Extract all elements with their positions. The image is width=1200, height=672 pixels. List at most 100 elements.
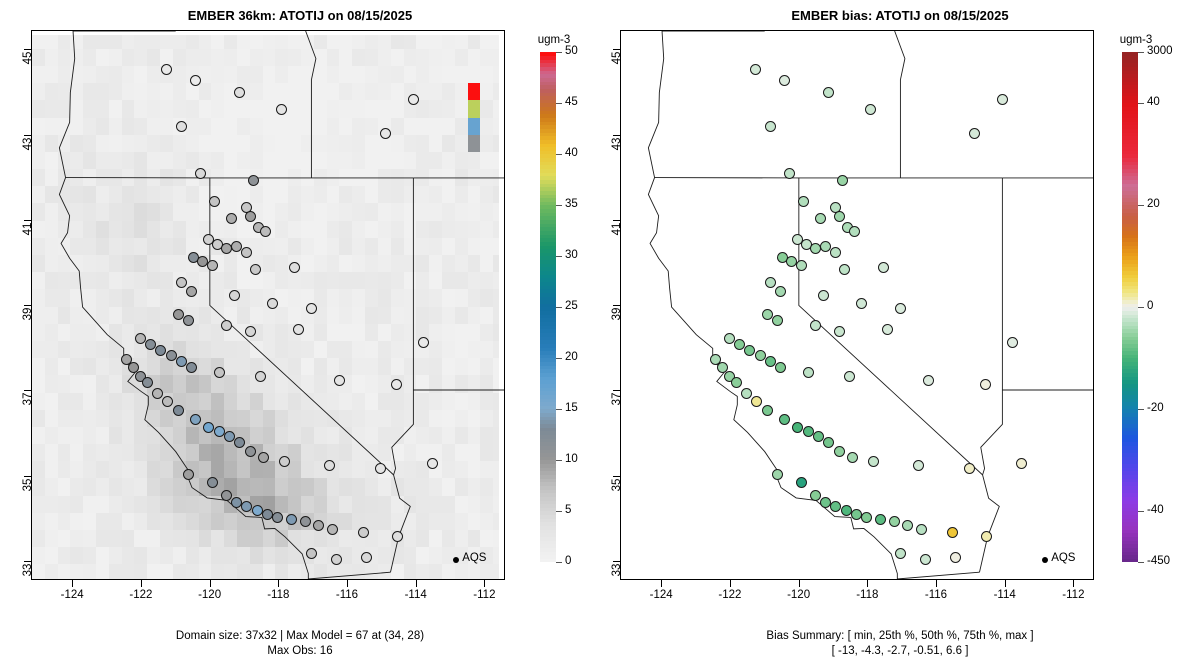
bias-point[interactable]	[1007, 336, 1019, 348]
bias-point[interactable]	[778, 413, 790, 425]
observation-point[interactable]	[203, 422, 215, 433]
bias-point[interactable]	[895, 547, 907, 559]
bias-point[interactable]	[864, 104, 876, 116]
bias-point[interactable]	[837, 174, 848, 186]
bias-point[interactable]	[823, 436, 835, 448]
bias-point[interactable]	[833, 326, 845, 338]
bias-point[interactable]	[843, 370, 855, 382]
bias-point[interactable]	[823, 87, 835, 99]
observation-point[interactable]	[141, 377, 153, 389]
observation-point[interactable]	[285, 513, 297, 525]
bias-point[interactable]	[795, 260, 807, 271]
bias-point[interactable]	[950, 552, 962, 564]
observation-point[interactable]	[208, 196, 220, 207]
bias-point[interactable]	[916, 524, 927, 536]
observation-point[interactable]	[254, 370, 266, 382]
bias-point[interactable]	[785, 255, 797, 267]
observation-point[interactable]	[220, 319, 232, 331]
bias-point[interactable]	[771, 468, 783, 480]
observation-point[interactable]	[234, 436, 246, 448]
observation-point[interactable]	[194, 168, 206, 180]
observation-point[interactable]	[292, 323, 304, 335]
observation-point[interactable]	[244, 211, 256, 222]
bias-point[interactable]	[761, 405, 773, 416]
bias-point[interactable]	[964, 462, 976, 474]
observation-point[interactable]	[260, 225, 272, 237]
observation-point[interactable]	[358, 526, 369, 538]
bias-point[interactable]	[771, 315, 783, 327]
observation-point[interactable]	[225, 213, 237, 225]
observation-point[interactable]	[165, 349, 177, 361]
bias-point[interactable]	[723, 332, 735, 344]
observation-point[interactable]	[134, 332, 146, 344]
bias-point[interactable]	[947, 526, 958, 538]
observation-point[interactable]	[361, 552, 373, 564]
bias-point[interactable]	[809, 319, 821, 331]
observation-point[interactable]	[248, 174, 259, 186]
bias-point[interactable]	[874, 513, 886, 525]
observation-point[interactable]	[186, 362, 198, 374]
observation-point[interactable]	[244, 326, 256, 338]
bias-point[interactable]	[830, 247, 842, 259]
bias-point[interactable]	[764, 277, 776, 289]
observation-point[interactable]	[220, 242, 232, 254]
bias-point[interactable]	[838, 264, 850, 276]
observation-point[interactable]	[206, 477, 218, 489]
observation-point[interactable]	[189, 74, 201, 86]
observation-point[interactable]	[234, 87, 246, 99]
bias-point[interactable]	[833, 211, 845, 222]
bias-point[interactable]	[749, 63, 761, 75]
bias-point[interactable]	[783, 168, 795, 180]
bias-point[interactable]	[795, 477, 807, 489]
observation-point[interactable]	[213, 366, 225, 378]
observation-point[interactable]	[407, 93, 419, 105]
bias-point[interactable]	[868, 456, 879, 468]
observation-point[interactable]	[162, 396, 174, 408]
bias-point[interactable]	[969, 127, 981, 139]
observation-point[interactable]	[206, 260, 218, 271]
observation-point[interactable]	[229, 289, 241, 301]
bias-point[interactable]	[849, 225, 861, 237]
observation-point[interactable]	[306, 302, 318, 314]
observation-point[interactable]	[289, 262, 301, 274]
observation-point[interactable]	[182, 468, 194, 480]
bias-point[interactable]	[861, 511, 873, 523]
observation-point[interactable]	[392, 530, 404, 542]
bias-point[interactable]	[840, 505, 852, 517]
observation-point[interactable]	[279, 456, 290, 468]
bias-point[interactable]	[740, 387, 752, 399]
observation-point[interactable]	[182, 315, 194, 327]
observation-point[interactable]	[244, 445, 256, 457]
bias-point[interactable]	[775, 362, 787, 374]
bias-point[interactable]	[792, 422, 804, 433]
observation-point[interactable]	[299, 515, 311, 527]
observation-point[interactable]	[258, 451, 270, 463]
observation-point[interactable]	[241, 500, 253, 512]
observation-point[interactable]	[330, 554, 342, 566]
bias-point[interactable]	[751, 396, 763, 408]
bias-point[interactable]	[919, 554, 931, 566]
bias-point[interactable]	[912, 460, 924, 472]
observation-point[interactable]	[249, 264, 261, 276]
observation-point[interactable]	[189, 413, 201, 425]
observation-point[interactable]	[220, 490, 232, 502]
bias-point[interactable]	[830, 500, 842, 512]
observation-point[interactable]	[333, 375, 345, 387]
observation-point[interactable]	[241, 247, 253, 259]
observation-point[interactable]	[275, 104, 287, 116]
observation-point[interactable]	[272, 511, 284, 523]
observation-point[interactable]	[380, 127, 392, 139]
bias-point[interactable]	[730, 377, 742, 389]
observation-point[interactable]	[313, 520, 325, 532]
bias-point[interactable]	[818, 289, 830, 301]
observation-point[interactable]	[418, 336, 430, 348]
bias-point[interactable]	[981, 530, 993, 542]
observation-point[interactable]	[323, 460, 335, 472]
bias-point[interactable]	[996, 93, 1008, 105]
bias-point[interactable]	[744, 345, 756, 357]
observation-point[interactable]	[266, 298, 278, 310]
bias-point[interactable]	[979, 379, 991, 391]
bias-point[interactable]	[881, 323, 893, 335]
bias-point[interactable]	[775, 285, 787, 297]
bias-point[interactable]	[888, 515, 900, 527]
